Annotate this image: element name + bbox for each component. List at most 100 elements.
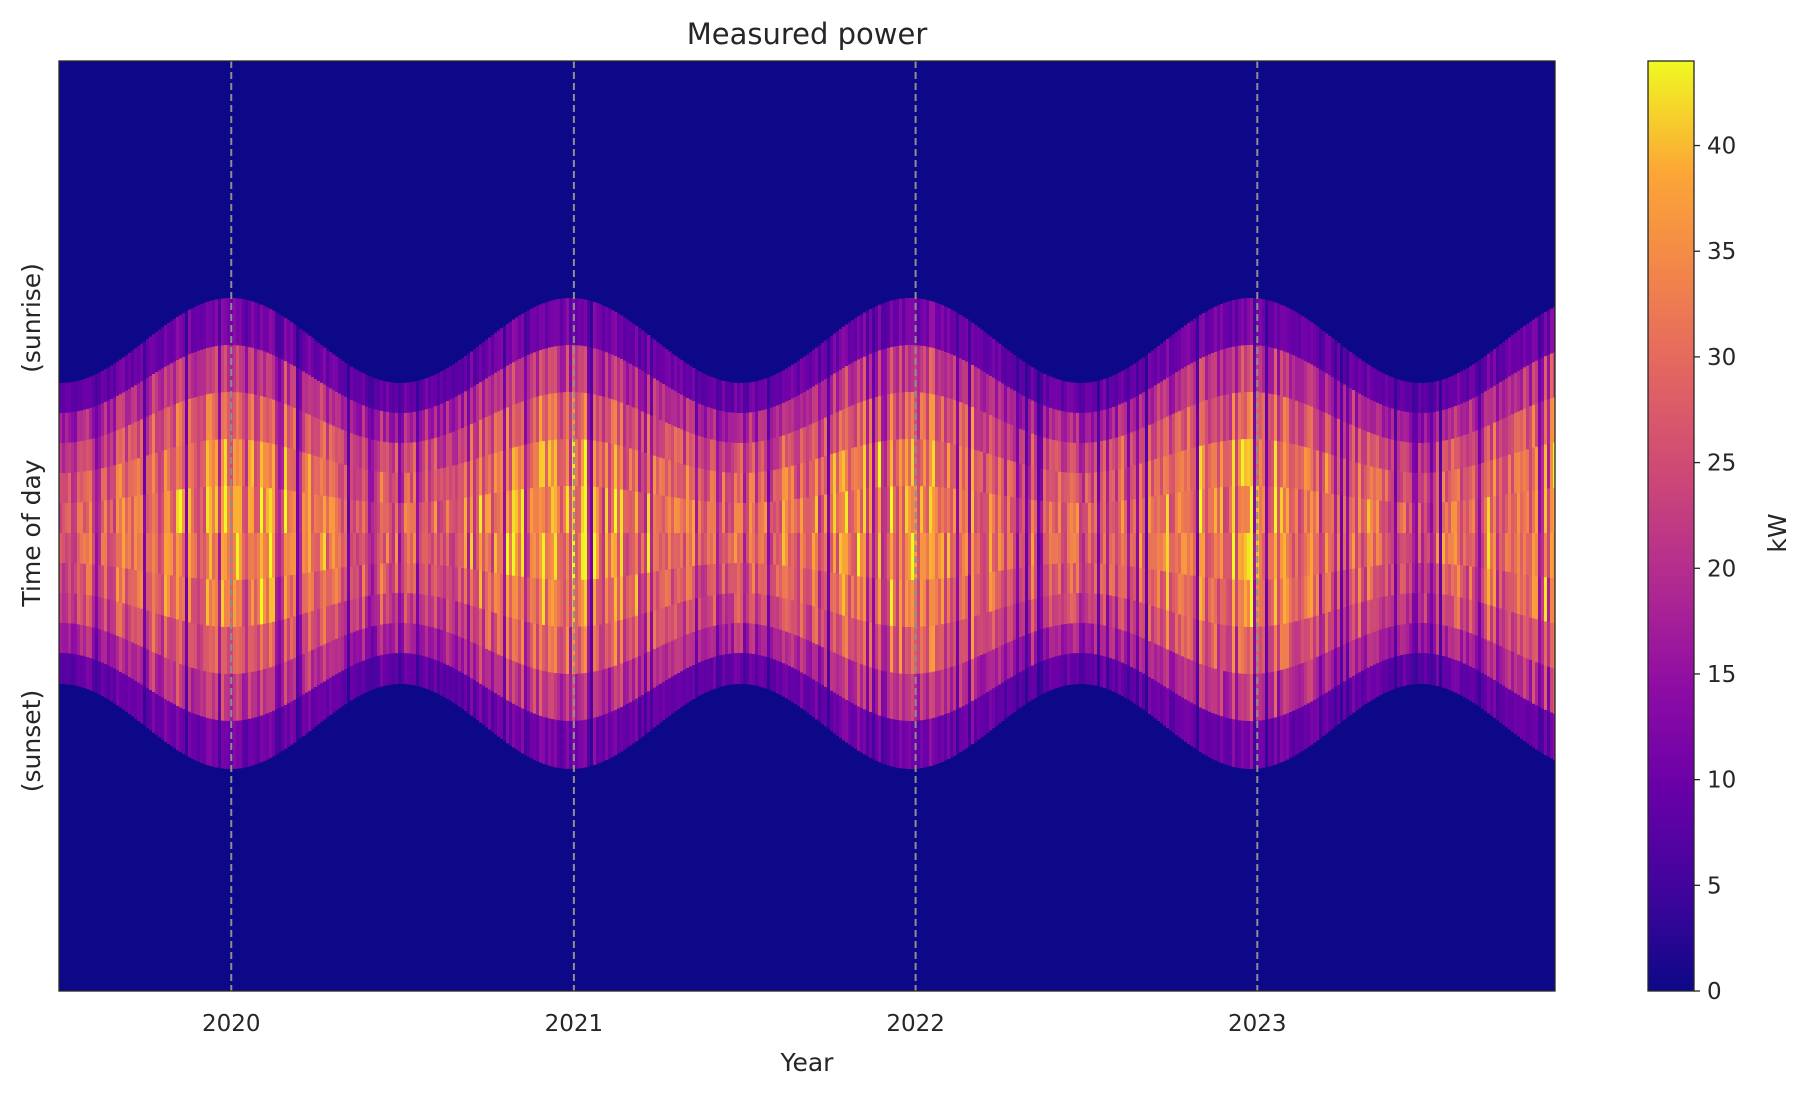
heatmap-cell: [878, 624, 882, 671]
heatmap-column: [1310, 322, 1314, 745]
heatmap-cell: [773, 659, 777, 693]
heatmap-cell: [104, 631, 108, 666]
heatmap-cell: [1328, 690, 1332, 732]
heatmap-cell: [1316, 491, 1320, 534]
heatmap-cell: [887, 301, 891, 349]
heatmap-column: [311, 338, 315, 729]
heatmap-cell: [638, 533, 642, 575]
heatmap-cell: [1181, 368, 1185, 411]
heatmap-cell: [389, 442, 393, 474]
heatmap-cell: [1007, 496, 1011, 534]
heatmap-cell: [218, 345, 222, 394]
heatmap-cell: [425, 440, 429, 473]
heatmap-cell: [410, 533, 414, 565]
heatmap-column: [836, 331, 840, 736]
heatmap-cell: [344, 601, 348, 637]
heatmap-cell: [779, 565, 783, 599]
heatmap-cell: [1415, 533, 1419, 564]
heatmap-cell: [116, 635, 120, 672]
heatmap-cell: [701, 533, 705, 566]
heatmap-cell: [1148, 605, 1152, 642]
heatmap-cell: [929, 625, 933, 674]
heatmap-cell: [194, 351, 198, 399]
heatmap-cell: [263, 623, 267, 671]
heatmap-cell: [1118, 372, 1122, 406]
heatmap-cell: [1406, 563, 1410, 595]
heatmap-cell: [1175, 533, 1179, 575]
heatmap-column: [1187, 323, 1191, 744]
heatmap-cell: [1304, 447, 1308, 492]
heatmap-cell: [170, 575, 174, 619]
heatmap-cell: [887, 533, 891, 581]
heatmap-cell: [725, 381, 729, 413]
heatmap-cell: [413, 623, 417, 656]
heatmap-column: [1205, 311, 1209, 756]
heatmap-cell: [1121, 468, 1125, 502]
heatmap-cell: [1283, 533, 1287, 580]
heatmap-column: [572, 298, 576, 769]
heatmap-cell: [449, 533, 453, 568]
heatmap-cell: [1238, 626, 1242, 675]
heatmap-cell: [788, 632, 792, 668]
heatmap-cell: [722, 472, 726, 504]
heatmap-cell: [1292, 710, 1296, 757]
heatmap-cell: [62, 533, 66, 564]
heatmap-cell: [320, 495, 324, 534]
heatmap-cell: [920, 298, 924, 347]
heatmap-cell: [1106, 502, 1110, 534]
heatmap-cell: [266, 533, 270, 580]
heatmap-cell: [350, 499, 354, 534]
heatmap-cell: [476, 533, 480, 572]
heatmap-cell: [395, 563, 399, 594]
heatmap-cell: [1061, 624, 1065, 656]
heatmap-cell: [581, 673, 585, 722]
heatmap-cell: [1037, 370, 1041, 405]
heatmap-cell: [1349, 605, 1353, 643]
heatmap-cell: [1097, 533, 1101, 565]
heatmap-cell: [1325, 413, 1329, 455]
heatmap-cell: [929, 579, 933, 627]
heatmap-cell: [1178, 695, 1182, 738]
heatmap-cell: [527, 622, 531, 668]
heatmap-cell: [1415, 473, 1419, 504]
heatmap-cell: [1001, 607, 1005, 647]
heatmap-cell: [1322, 613, 1326, 656]
heatmap-cell: [731, 382, 735, 414]
heatmap-cell: [746, 472, 750, 504]
heatmap-cell: [104, 533, 108, 567]
heatmap-column: [326, 349, 330, 718]
heatmap-cell: [302, 452, 306, 494]
heatmap-cell: [782, 630, 786, 665]
heatmap-cell: [677, 393, 681, 429]
heatmap-cell: [527, 533, 531, 579]
heatmap-cell: [629, 448, 633, 492]
heatmap-cell: [1196, 576, 1200, 621]
heatmap-cell: [893, 346, 897, 395]
heatmap-cell: [1133, 634, 1137, 670]
heatmap-cell: [320, 345, 324, 384]
heatmap-cell: [1133, 499, 1137, 534]
heatmap-column: [977, 327, 981, 740]
heatmap-cell: [1040, 404, 1044, 438]
heatmap-cell: [1361, 636, 1365, 672]
heatmap-cell: [1409, 382, 1413, 414]
heatmap-column: [554, 299, 558, 768]
heatmap-cell: [185, 400, 189, 446]
heatmap-cell: [1100, 655, 1104, 688]
heatmap-cell: [1211, 668, 1215, 714]
heatmap-cell: [236, 720, 240, 769]
heatmap-cell: [392, 533, 396, 565]
heatmap-cell: [884, 717, 888, 765]
heatmap-cell: [464, 639, 468, 676]
heatmap-cell: [689, 366, 693, 401]
heatmap-cell: [1319, 492, 1323, 534]
heatmap-cell: [1223, 302, 1227, 350]
heatmap-cell: [812, 349, 816, 388]
heatmap-cell: [926, 579, 930, 628]
heatmap-column: [1418, 383, 1422, 684]
heatmap-cell: [908, 486, 912, 534]
heatmap-cell: [356, 533, 360, 567]
heatmap-cell: [71, 653, 75, 685]
heatmap-cell: [821, 418, 825, 458]
heatmap-cell: [1175, 693, 1179, 736]
